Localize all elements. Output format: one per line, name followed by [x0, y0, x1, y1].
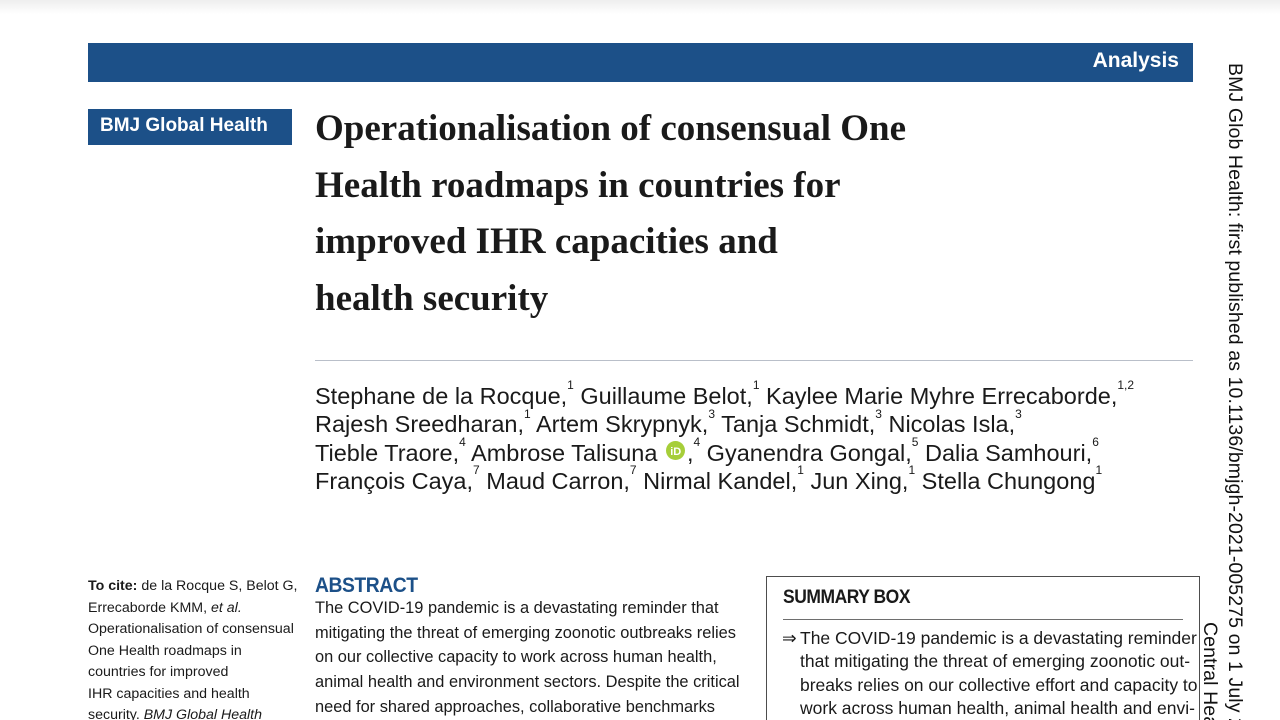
- svg-text:iD: iD: [670, 446, 681, 458]
